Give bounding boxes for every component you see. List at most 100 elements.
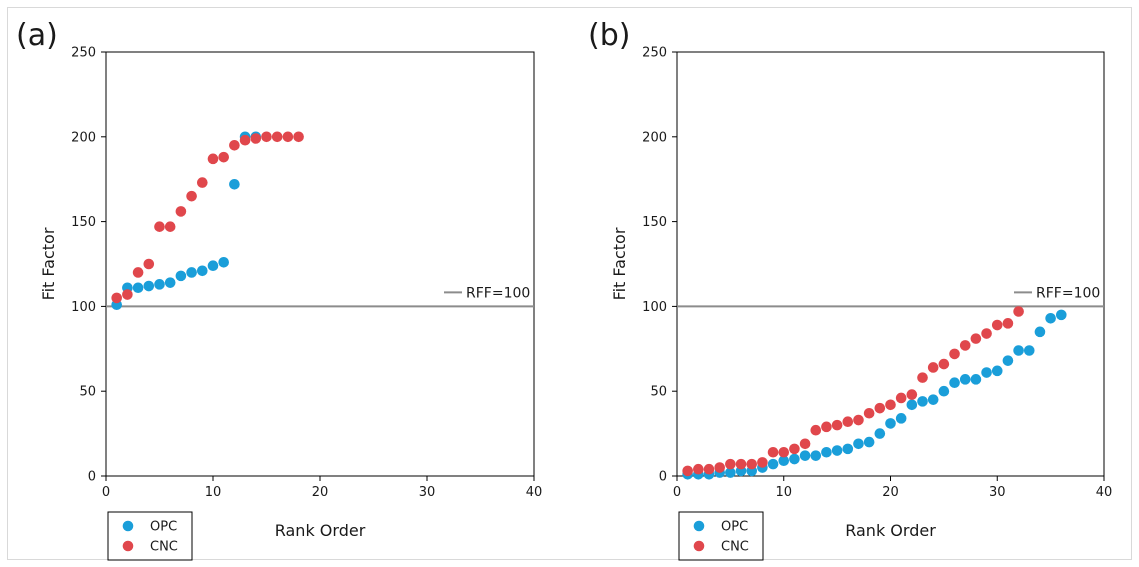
y-tick-label: 200 — [71, 130, 96, 145]
x-tick-label: 40 — [1096, 485, 1113, 500]
legend-label-opc: OPC — [150, 520, 177, 535]
data-point-cnc — [197, 177, 208, 188]
data-point-opc — [906, 399, 918, 411]
x-tick-label: 20 — [312, 485, 329, 500]
data-point-opc — [186, 267, 197, 278]
data-point-cnc — [132, 267, 144, 278]
data-point-opc — [154, 279, 165, 290]
y-tick-label: 250 — [71, 46, 96, 61]
data-point-cnc — [757, 457, 768, 468]
y-axis-title: Fit Factor — [39, 227, 58, 300]
panel-label: (b) — [588, 18, 630, 53]
legend: OPC CNC — [678, 511, 764, 561]
y-tick-label: 150 — [642, 215, 667, 230]
data-point-cnc — [778, 446, 790, 458]
data-point-opc — [1023, 345, 1035, 356]
series-opc — [682, 309, 1067, 480]
legend-marker-cnc — [122, 540, 134, 552]
data-point-opc — [938, 385, 950, 397]
data-point-opc — [885, 418, 896, 429]
data-point-opc — [1013, 345, 1024, 356]
data-point-cnc — [938, 358, 950, 370]
data-point-cnc — [154, 221, 165, 232]
series-cnc — [111, 131, 304, 304]
data-point-opc — [949, 377, 960, 389]
legend-marker-opc — [122, 520, 134, 532]
reference-line-label: RFF=100 — [466, 285, 530, 301]
data-point-cnc — [810, 424, 822, 436]
data-point-cnc — [186, 190, 197, 202]
plot-frame — [676, 51, 1105, 477]
data-point-cnc — [906, 389, 918, 400]
data-point-cnc — [853, 414, 864, 426]
figure-border — [7, 7, 1132, 560]
y-tick-label: 50 — [79, 385, 96, 400]
series-opc — [111, 131, 262, 311]
x-tick-label: 0 — [102, 485, 110, 500]
x-tick-label: 30 — [419, 485, 436, 500]
data-point-cnc — [282, 131, 294, 143]
y-tick-label: 150 — [71, 215, 96, 230]
x-axis-title: Rank Order — [845, 521, 936, 540]
y-tick-label: 200 — [642, 130, 667, 145]
x-tick-label: 10 — [775, 485, 792, 500]
data-point-opc — [132, 282, 144, 294]
data-point-cnc — [271, 131, 283, 143]
data-point-cnc — [693, 463, 704, 475]
y-tick-label: 0 — [88, 470, 96, 485]
data-point-cnc — [991, 319, 1003, 331]
panel-label: (a) — [16, 18, 58, 53]
data-point-cnc — [703, 463, 715, 475]
data-point-opc — [164, 277, 176, 288]
chart-panel-a: (a) 0 50 100 150 200 250 0 10 20 30 40 Fit Factor Ran… — [16, 18, 542, 561]
data-point-cnc — [164, 221, 176, 232]
data-point-opc — [799, 450, 811, 461]
data-point-opc — [767, 458, 779, 470]
x-tick-label: 10 — [205, 485, 222, 500]
data-point-opc — [1045, 312, 1056, 324]
data-point-cnc — [229, 139, 240, 151]
data-point-opc — [778, 455, 790, 467]
data-point-opc — [831, 445, 843, 456]
legend: OPC CNC — [107, 511, 193, 561]
data-point-opc — [175, 270, 187, 282]
data-point-cnc — [218, 151, 229, 163]
legend-label-cnc: CNC — [721, 540, 749, 555]
data-point-opc — [1002, 355, 1014, 366]
y-axis-title: Fit Factor — [610, 227, 629, 300]
y-tick-label: 100 — [642, 300, 667, 315]
reference-line-label: RFF=100 — [1036, 285, 1100, 301]
legend-box — [107, 511, 193, 561]
y-tick-label: 50 — [650, 385, 667, 400]
data-point-opc — [1056, 309, 1067, 321]
data-point-cnc — [842, 416, 854, 428]
data-point-cnc — [293, 131, 304, 143]
data-point-opc — [927, 394, 939, 405]
data-point-opc — [853, 438, 864, 450]
data-point-opc — [207, 260, 219, 271]
data-point-cnc — [874, 402, 886, 414]
y-tick-label: 250 — [642, 46, 667, 61]
legend-label-cnc: CNC — [150, 540, 178, 555]
data-point-cnc — [789, 443, 800, 455]
data-point-cnc — [261, 131, 272, 143]
data-point-opc — [821, 446, 832, 458]
data-point-opc — [959, 374, 971, 385]
data-point-cnc — [111, 292, 122, 304]
data-point-cnc — [863, 407, 875, 419]
data-point-cnc — [895, 392, 907, 404]
data-point-cnc — [949, 348, 960, 360]
data-point-cnc — [735, 458, 747, 470]
data-point-cnc — [239, 134, 251, 146]
legend-marker-opc — [693, 520, 705, 532]
data-point-opc — [991, 365, 1003, 377]
data-point-cnc — [746, 458, 758, 470]
data-point-cnc — [917, 372, 928, 383]
x-tick-label: 20 — [882, 485, 899, 500]
x-tick-label: 30 — [989, 485, 1006, 500]
data-point-cnc — [143, 258, 155, 270]
data-point-opc — [895, 413, 907, 424]
data-point-opc — [810, 450, 822, 461]
data-point-cnc — [1013, 306, 1024, 317]
data-point-cnc — [885, 399, 896, 411]
